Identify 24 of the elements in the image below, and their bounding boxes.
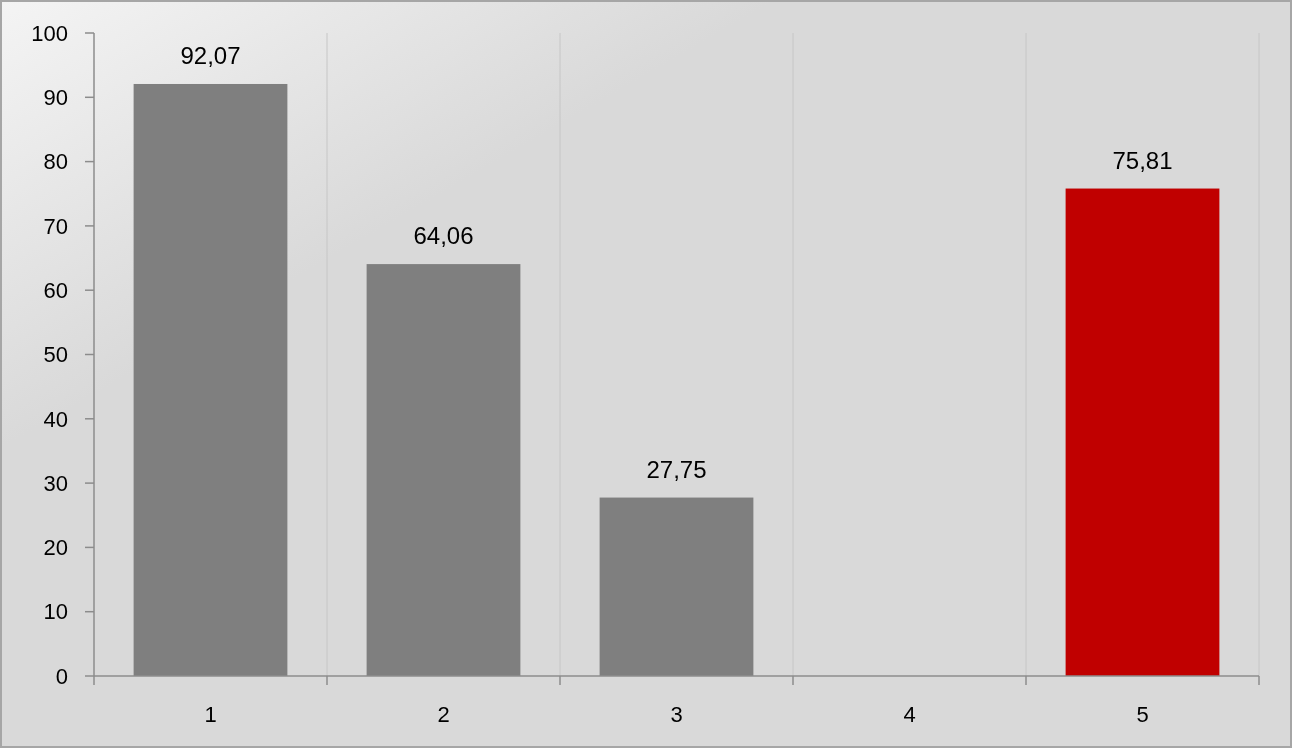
y-tick-label: 50 bbox=[43, 342, 68, 368]
data-label: 64,06 bbox=[413, 222, 474, 250]
x-tick-label: 2 bbox=[437, 702, 450, 727]
data-label: 27,75 bbox=[646, 455, 707, 483]
y-tick-label: 60 bbox=[43, 277, 68, 303]
y-tick-label: 20 bbox=[43, 535, 68, 561]
data-label: 92,07 bbox=[180, 41, 241, 69]
x-tick-label: 5 bbox=[1136, 702, 1149, 727]
bar bbox=[1065, 188, 1220, 676]
y-tick-label: 90 bbox=[43, 85, 68, 110]
bar bbox=[133, 83, 288, 676]
y-tick-label: 30 bbox=[43, 470, 68, 496]
y-tick-label: 70 bbox=[43, 213, 68, 239]
x-tick-label: 1 bbox=[204, 702, 217, 727]
y-tick-label: 0 bbox=[55, 663, 68, 689]
y-tick-label: 40 bbox=[43, 406, 68, 432]
y-tick-label: 80 bbox=[43, 149, 68, 175]
data-label: 75,81 bbox=[1112, 146, 1173, 174]
bar bbox=[366, 264, 521, 676]
y-tick-label: 100 bbox=[31, 20, 68, 46]
bar bbox=[599, 497, 754, 676]
x-tick-label: 4 bbox=[903, 702, 916, 727]
y-tick-label: 10 bbox=[43, 599, 68, 625]
x-tick-label: 3 bbox=[670, 702, 683, 727]
